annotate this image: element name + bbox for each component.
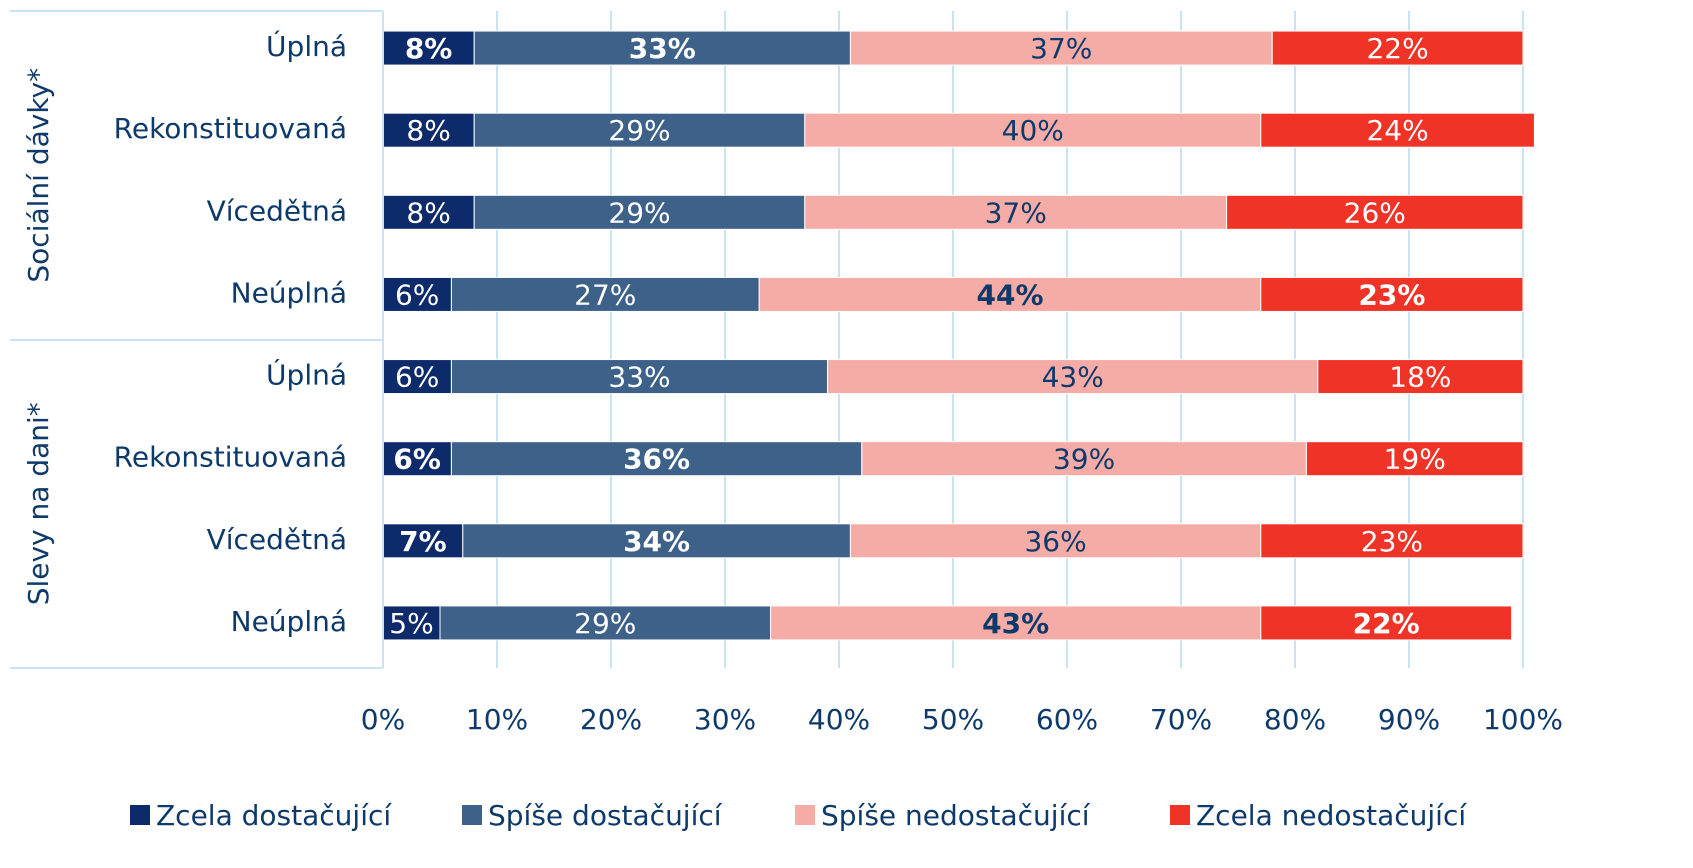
value-label: 34%: [623, 525, 690, 558]
legend-label: Spíše dostačující: [488, 799, 723, 832]
x-tick-label: 0%: [361, 703, 405, 736]
bar-segment: [473, 112, 806, 148]
value-label: 24%: [1366, 114, 1428, 147]
bar-segment: [450, 359, 829, 395]
bar-segment: [473, 194, 806, 230]
value-label: 5%: [389, 607, 433, 640]
value-label: 40%: [1002, 114, 1064, 147]
bar-segment: [849, 30, 1273, 66]
value-label: 7%: [399, 525, 447, 558]
value-label: 23%: [1358, 278, 1425, 311]
value-label: 29%: [608, 196, 670, 229]
bar-segment: [849, 523, 1262, 559]
x-tick-label: 40%: [808, 703, 870, 736]
group-label: Sociální dávky*: [22, 68, 55, 283]
value-label: 8%: [405, 32, 453, 65]
x-tick-label: 60%: [1036, 703, 1098, 736]
x-tick-label: 50%: [922, 703, 984, 736]
category-label: Úplná: [266, 29, 347, 63]
value-label: 43%: [1042, 361, 1104, 394]
bar-segment: [382, 276, 452, 312]
value-label: 37%: [1030, 32, 1092, 65]
bar-segment: [1260, 523, 1524, 559]
value-label: 6%: [395, 278, 439, 311]
x-tick-label: 80%: [1264, 703, 1326, 736]
value-label: 23%: [1361, 525, 1423, 558]
category-label: Úplná: [266, 358, 347, 392]
legend-label: Zcela nedostačující: [1196, 799, 1467, 832]
bar-segment: [382, 359, 452, 395]
value-label: 6%: [393, 443, 441, 476]
bar-segment: [804, 112, 1262, 148]
legend-label: Spíše nedostačující: [821, 799, 1091, 832]
bar-segment: [861, 441, 1307, 477]
value-label: 6%: [395, 361, 439, 394]
bar-segment: [450, 276, 760, 312]
group-frame: [10, 10, 383, 669]
bar-segment: [382, 523, 464, 559]
value-label: 18%: [1389, 361, 1451, 394]
bar-segment: [758, 276, 1262, 312]
value-label: 19%: [1384, 443, 1446, 476]
bar-segment: [804, 194, 1228, 230]
value-label: 26%: [1344, 196, 1406, 229]
bar-segment: [1317, 359, 1524, 395]
category-label: Neúplná: [231, 276, 347, 309]
x-tick-label: 100%: [1483, 703, 1563, 736]
value-label: 27%: [574, 278, 636, 311]
value-label: 8%: [406, 196, 450, 229]
legend-swatch: [1170, 805, 1190, 825]
x-tick-label: 20%: [580, 703, 642, 736]
bar-segment: [439, 605, 772, 641]
value-label: 44%: [976, 278, 1043, 311]
x-tick-label: 30%: [694, 703, 756, 736]
legend-swatch: [462, 805, 482, 825]
value-label: 22%: [1366, 32, 1428, 65]
value-label: 37%: [985, 196, 1047, 229]
bar-segment: [1226, 194, 1524, 230]
value-label: 39%: [1053, 443, 1115, 476]
value-label: 36%: [1024, 525, 1086, 558]
legend-swatch: [795, 805, 815, 825]
bar-segment: [1305, 441, 1524, 477]
bar-segment: [382, 441, 452, 477]
group-label: Slevy na dani*: [22, 402, 55, 605]
bar-segment: [1271, 30, 1524, 66]
bar-segment: [770, 605, 1262, 641]
bar-segment: [1260, 605, 1513, 641]
value-label: 33%: [629, 32, 696, 65]
x-tick-label: 10%: [466, 703, 528, 736]
value-label: 29%: [608, 114, 670, 147]
category-label: Neúplná: [231, 605, 347, 638]
category-label: Rekonstituovaná: [114, 441, 347, 474]
value-label: 43%: [982, 607, 1049, 640]
bar-segment: [450, 441, 863, 477]
legend-label: Zcela dostačující: [156, 799, 392, 832]
legend-swatch: [130, 805, 150, 825]
value-label: 36%: [623, 443, 690, 476]
value-label: 22%: [1353, 607, 1420, 640]
value-label: 29%: [574, 607, 636, 640]
category-label: Vícedětná: [207, 523, 347, 556]
bar-segment: [1260, 112, 1535, 148]
x-tick-label: 70%: [1150, 703, 1212, 736]
category-label: Rekonstituovaná: [114, 112, 347, 145]
value-label: 33%: [608, 361, 670, 394]
x-tick-label: 90%: [1378, 703, 1440, 736]
value-label: 8%: [406, 114, 450, 147]
bar-segment: [1260, 276, 1524, 312]
category-label: Vícedětná: [207, 194, 347, 227]
bar-segment: [462, 523, 851, 559]
